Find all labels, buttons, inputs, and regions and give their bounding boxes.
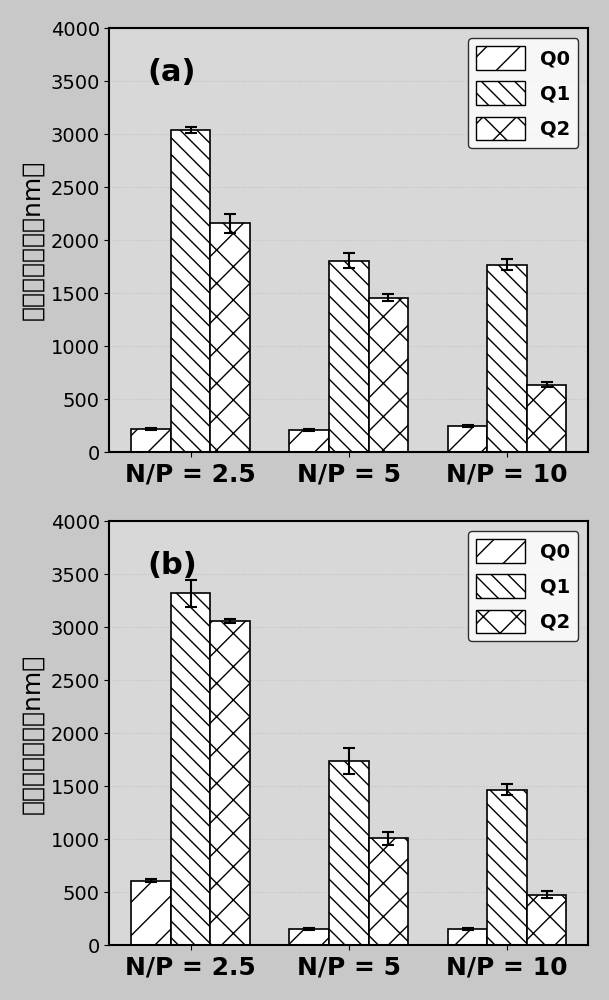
Bar xyxy=(289,929,329,945)
Bar xyxy=(210,621,250,945)
Bar xyxy=(132,881,171,945)
Bar xyxy=(329,261,368,452)
Y-axis label: 水动力学粒径（nm）: 水动力学粒径（nm） xyxy=(21,160,45,320)
Bar xyxy=(329,761,368,945)
Bar xyxy=(487,265,527,452)
Bar xyxy=(448,426,487,452)
Y-axis label: 水动力学粒径（nm）: 水动力学粒径（nm） xyxy=(21,653,45,814)
Text: (b): (b) xyxy=(148,551,197,580)
Bar xyxy=(487,790,527,945)
Bar xyxy=(368,298,408,452)
Bar xyxy=(368,838,408,945)
Bar xyxy=(132,429,171,452)
Bar xyxy=(289,430,329,452)
Bar xyxy=(210,223,250,452)
Bar xyxy=(527,385,566,452)
Legend: Q0, Q1, Q2: Q0, Q1, Q2 xyxy=(468,531,579,641)
Bar xyxy=(171,593,210,945)
Legend: Q0, Q1, Q2: Q0, Q1, Q2 xyxy=(468,38,579,148)
Text: (a): (a) xyxy=(148,58,196,87)
Bar xyxy=(527,895,566,945)
Bar xyxy=(171,130,210,452)
Bar xyxy=(448,929,487,945)
